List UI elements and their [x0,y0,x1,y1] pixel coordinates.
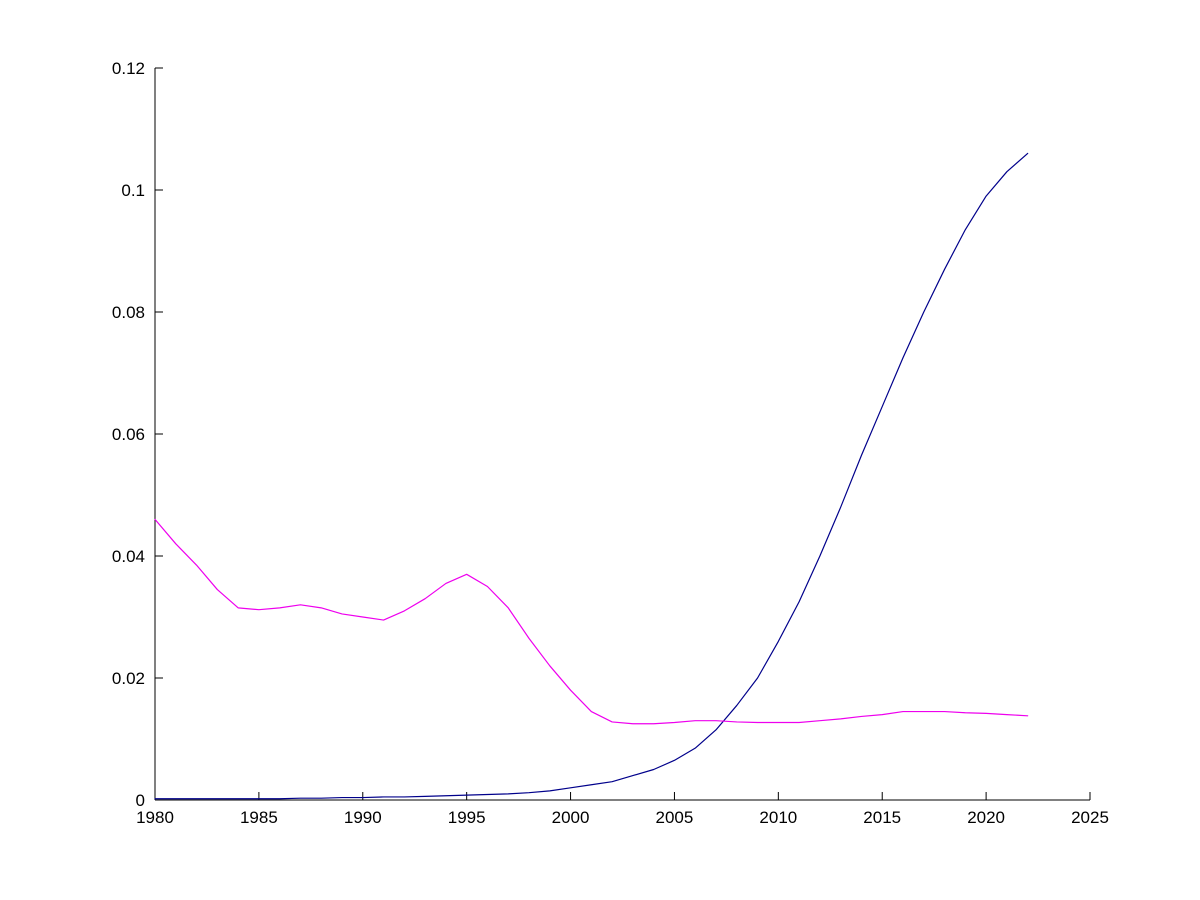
y-tick-label: 0.04 [112,547,145,566]
y-tick-label: 0.06 [112,425,145,444]
series-line-magenta-series [154,518,1029,725]
x-tick-label: 2020 [967,808,1005,827]
x-tick-label: 1995 [448,808,486,827]
x-tick-label: 2005 [656,808,694,827]
x-tick-label: 1980 [136,808,174,827]
series-line-blue-series [154,152,1029,800]
x-tick-label: 2000 [552,808,590,827]
x-tick-label: 1990 [344,808,382,827]
x-tick-label: 2025 [1071,808,1109,827]
x-tick-label: 2015 [863,808,901,827]
y-tick-label: 0.1 [121,181,145,200]
y-tick-label: 0 [136,791,145,810]
y-tick-label: 0.12 [112,59,145,78]
y-tick-label: 0.02 [112,669,145,688]
y-tick-label: 0.08 [112,303,145,322]
x-tick-label: 2010 [759,808,797,827]
x-tick-label: 1985 [240,808,278,827]
